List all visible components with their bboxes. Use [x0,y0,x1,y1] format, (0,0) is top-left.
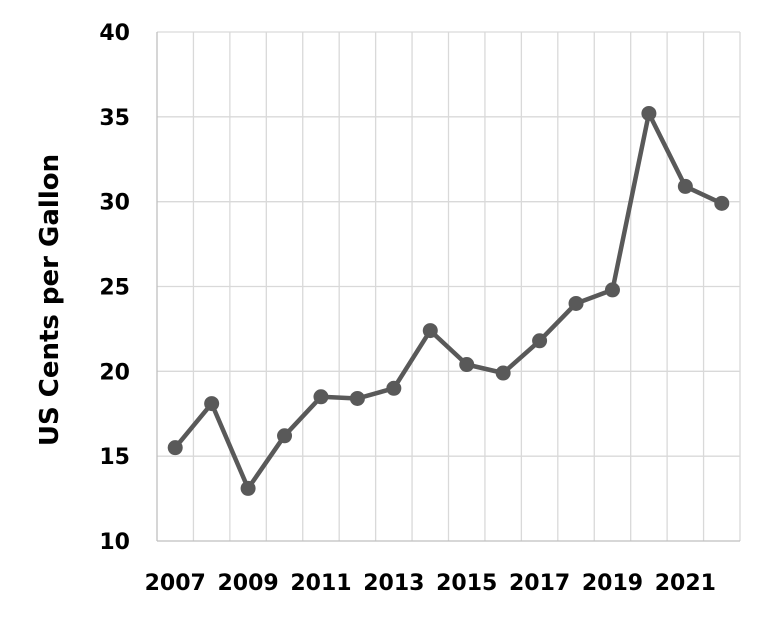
x-tick-labels: 2007 2009 2011 2013 2015 2017 2019 2021 [145,571,716,596]
gridlines [157,31,741,541]
x-tick-label: 2021 [655,571,716,596]
data-point [495,365,511,381]
axes [156,32,740,542]
data-point [422,323,438,339]
data-point [349,390,365,406]
x-tick-label: 2009 [217,571,278,596]
data-point [204,396,220,412]
x-tick-label: 2013 [363,571,424,596]
y-tick-labels: 40 35 30 25 20 15 10 [99,21,130,555]
data-point [641,105,657,121]
data-point [459,357,475,373]
x-tick-label: 2007 [145,571,206,596]
x-tick-label: 2017 [509,571,570,596]
data-point [568,295,584,311]
data-point [313,389,329,405]
x-tick-label: 2011 [290,571,351,596]
data-point [604,282,620,298]
y-tick-label: 40 [99,21,130,46]
data-point [532,333,548,349]
y-tick-label: 35 [99,106,130,131]
y-tick-label: 20 [99,360,130,385]
y-tick-label: 15 [99,445,130,470]
data-point [167,440,183,456]
y-tick-label: 10 [99,530,130,555]
data-point [386,380,402,396]
y-tick-label: 30 [99,191,130,216]
data-point [677,178,693,194]
y-tick-label: 25 [99,276,130,301]
data-point [277,428,293,444]
x-tick-label: 2015 [436,571,497,596]
x-tick-label: 2019 [582,571,643,596]
series [167,105,730,496]
y-axis-label: US Cents per Gallon [35,154,65,446]
data-point [714,195,730,211]
series-line [173,111,723,491]
data-point [240,480,256,496]
